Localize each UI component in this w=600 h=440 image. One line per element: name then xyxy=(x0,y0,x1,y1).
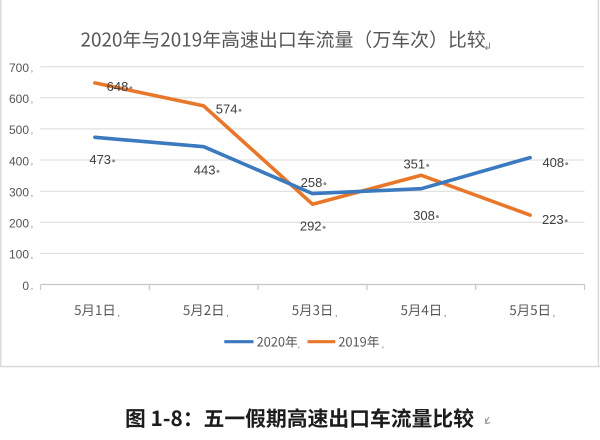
svg-text:292: 292 xyxy=(300,219,322,234)
svg-text:,: , xyxy=(31,126,34,137)
svg-text:,: , xyxy=(444,307,447,319)
svg-text:,: , xyxy=(31,157,34,168)
svg-text:473: 473 xyxy=(89,152,111,167)
svg-text:,: , xyxy=(117,307,120,319)
svg-text:351: 351 xyxy=(403,157,425,172)
svg-text:400: 400 xyxy=(9,154,29,168)
svg-text:223: 223 xyxy=(542,212,564,227)
svg-text:,: , xyxy=(31,188,34,199)
svg-text:600: 600 xyxy=(9,92,29,106)
svg-text:408: 408 xyxy=(542,155,564,170)
svg-text:200: 200 xyxy=(9,217,29,231)
svg-text:,: , xyxy=(226,307,229,319)
svg-text:,: , xyxy=(31,281,34,292)
svg-text:574: 574 xyxy=(216,102,238,117)
svg-text:0: 0 xyxy=(22,279,29,293)
svg-text:,: , xyxy=(31,63,34,74)
svg-text:308: 308 xyxy=(413,208,435,223)
svg-text:,: , xyxy=(31,219,34,230)
svg-text:100: 100 xyxy=(9,248,29,262)
svg-text:,: , xyxy=(335,307,338,319)
svg-text:443: 443 xyxy=(194,163,216,178)
svg-text:258: 258 xyxy=(301,175,323,190)
svg-text:,: , xyxy=(298,340,301,351)
svg-text:,: , xyxy=(31,94,34,105)
svg-text:648: 648 xyxy=(107,79,129,94)
svg-text:,: , xyxy=(382,340,385,351)
svg-text:,: , xyxy=(552,307,555,319)
svg-text:700: 700 xyxy=(9,61,29,75)
svg-text:,: , xyxy=(31,250,34,261)
svg-text:500: 500 xyxy=(9,123,29,137)
svg-text:300: 300 xyxy=(9,186,29,200)
